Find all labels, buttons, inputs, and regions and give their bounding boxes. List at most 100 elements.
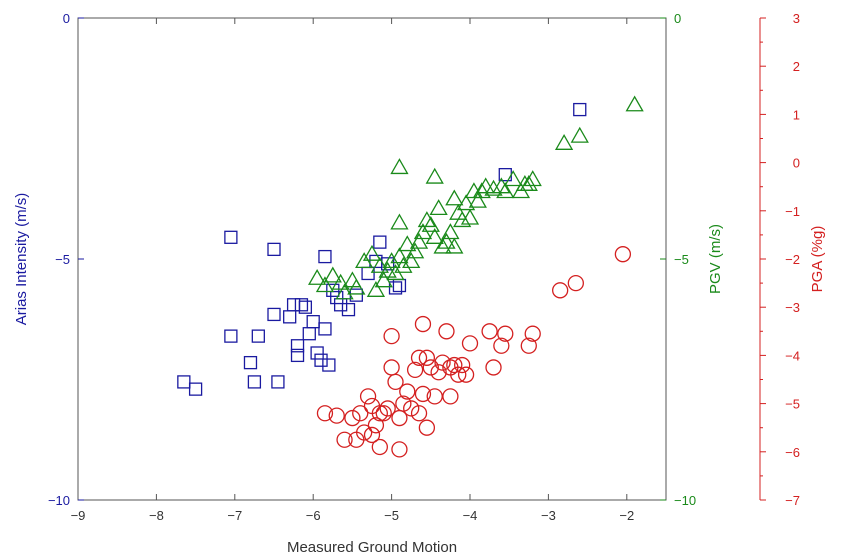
arias-point bbox=[322, 358, 336, 372]
pgv-point bbox=[366, 281, 386, 297]
x-tick-label: −7 bbox=[227, 508, 242, 523]
pgv-point bbox=[554, 134, 574, 150]
pga-point bbox=[391, 441, 408, 458]
pga-point bbox=[430, 364, 447, 381]
arias-point bbox=[326, 283, 340, 297]
arias-point bbox=[306, 315, 320, 329]
x-tick-label: −5 bbox=[384, 508, 399, 523]
pga-point bbox=[414, 315, 432, 333]
pgv-point bbox=[355, 252, 374, 269]
x-tick-label: −6 bbox=[306, 508, 321, 523]
pgv-point bbox=[335, 283, 354, 300]
pga-point bbox=[352, 405, 369, 422]
pgv-point bbox=[496, 182, 515, 199]
pga-tick-label: −5 bbox=[785, 397, 800, 412]
pga-point bbox=[336, 431, 353, 448]
pgv-point bbox=[468, 191, 487, 208]
pga-point bbox=[434, 354, 451, 371]
arias-point bbox=[294, 298, 309, 312]
pga-point bbox=[406, 361, 424, 379]
plot-area bbox=[77, 17, 667, 501]
pgv-point bbox=[464, 182, 484, 199]
pgv-point bbox=[362, 244, 382, 261]
pgv-axis-title: PGV (m/s) bbox=[707, 224, 724, 294]
pga-point bbox=[438, 323, 455, 340]
arias-tick-label: −10 bbox=[48, 493, 70, 508]
arias-point bbox=[290, 339, 305, 353]
pgv-point bbox=[390, 247, 409, 264]
arias-tick-label: 0 bbox=[63, 11, 70, 26]
x-axis: −9 −8 −7 −6 −5 −4 −3 −2 bbox=[71, 18, 634, 523]
pgv-tick-label: −10 bbox=[674, 493, 696, 508]
x-axis-label: Measured Ground Motion bbox=[287, 539, 457, 556]
arias-point bbox=[251, 329, 265, 343]
pga-point bbox=[371, 438, 388, 456]
pga-point bbox=[552, 282, 569, 299]
arias-point bbox=[271, 375, 285, 389]
arias-point bbox=[188, 382, 203, 396]
pgv-point bbox=[390, 158, 409, 175]
pga-point bbox=[383, 359, 400, 376]
pga-point bbox=[367, 417, 385, 434]
pga-point bbox=[418, 349, 436, 366]
pga-tick-label: 2 bbox=[793, 59, 800, 74]
pga-tick-label: −4 bbox=[785, 348, 800, 363]
pgv-point bbox=[382, 252, 401, 269]
pgv-point bbox=[511, 182, 531, 199]
pga-point bbox=[426, 388, 443, 405]
pga-point bbox=[344, 409, 361, 427]
pga-point bbox=[524, 325, 541, 342]
pgv-point bbox=[429, 199, 448, 216]
arias-axis-title: Arias Intensity (m/s) bbox=[13, 193, 30, 326]
arias-point bbox=[243, 355, 258, 370]
pgv-point bbox=[503, 170, 523, 187]
pgv-point bbox=[449, 203, 468, 220]
pgv-point bbox=[570, 126, 589, 143]
pga-tick-label: −6 bbox=[785, 445, 800, 460]
pga-point bbox=[418, 419, 436, 436]
pgv-point bbox=[386, 264, 405, 281]
pga-tick-label: 3 bbox=[793, 11, 800, 26]
pgv-point bbox=[476, 177, 495, 194]
arias-point bbox=[224, 329, 238, 343]
x-tick-label: −8 bbox=[149, 508, 164, 523]
arias-point bbox=[318, 322, 332, 336]
pgv-point bbox=[343, 271, 362, 288]
pgv-point bbox=[398, 235, 417, 252]
pga-point bbox=[442, 359, 459, 376]
arias-point bbox=[573, 102, 587, 117]
pgv-point bbox=[370, 256, 389, 273]
arias-point bbox=[318, 249, 332, 264]
pgv-point bbox=[409, 232, 429, 249]
pgv-point bbox=[437, 232, 456, 249]
pga-point bbox=[414, 385, 432, 403]
pgv-point bbox=[441, 223, 460, 240]
pga-point bbox=[422, 359, 439, 376]
pga-point bbox=[520, 337, 537, 354]
pga-point bbox=[442, 388, 459, 405]
pga-point bbox=[383, 327, 400, 345]
x-tick-label: −3 bbox=[541, 508, 556, 523]
pgv-point bbox=[445, 189, 464, 206]
pga-point bbox=[391, 409, 408, 427]
pga-point bbox=[399, 383, 416, 400]
pga-point bbox=[614, 246, 632, 263]
pga-point bbox=[481, 323, 498, 340]
pga-point bbox=[461, 335, 479, 352]
pga-point bbox=[328, 407, 345, 424]
pgv-point bbox=[402, 252, 421, 269]
arias-point bbox=[310, 346, 324, 360]
arias-point bbox=[388, 281, 403, 295]
pga-axis-title: PGA (%g) bbox=[809, 226, 826, 293]
pga-point bbox=[457, 366, 475, 383]
x-tick-label: −9 bbox=[71, 508, 86, 523]
pga-point bbox=[446, 356, 463, 374]
arias-point bbox=[314, 353, 328, 367]
pga-point bbox=[379, 400, 396, 417]
pga-point bbox=[363, 426, 381, 444]
arias-tick-label: −5 bbox=[55, 252, 70, 267]
arias-point bbox=[267, 307, 281, 322]
pga-point bbox=[493, 337, 510, 354]
